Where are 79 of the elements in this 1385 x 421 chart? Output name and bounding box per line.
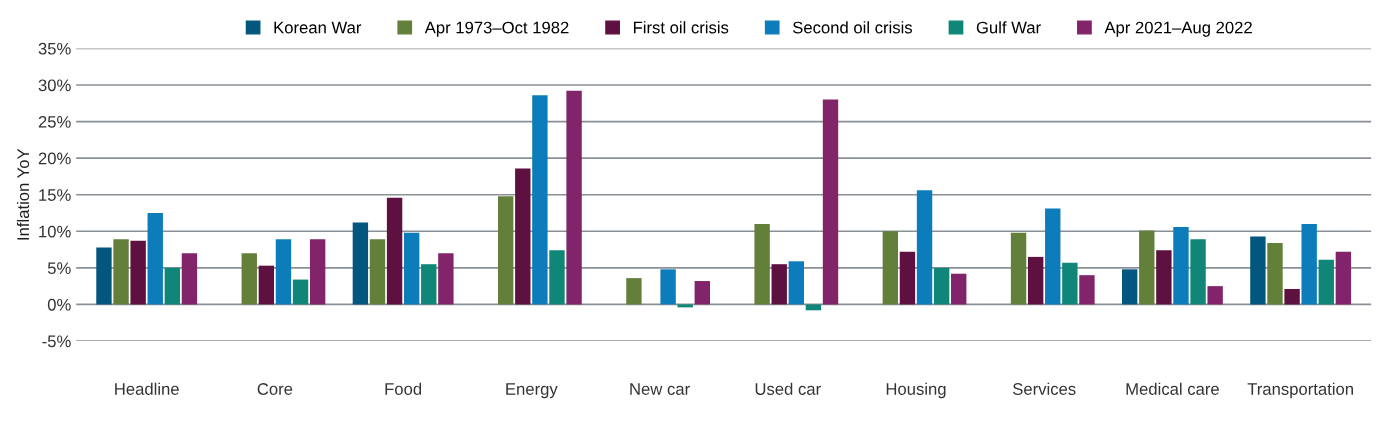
bar <box>1173 226 1189 305</box>
bar <box>626 278 642 305</box>
bar <box>147 213 163 305</box>
y-tick-label: 35% <box>38 42 71 55</box>
bar <box>677 304 693 308</box>
bar <box>1301 223 1317 305</box>
y-axis-title: Inflation YoY <box>16 148 30 240</box>
bar <box>369 239 386 305</box>
y-tick-label: 20% <box>38 152 71 165</box>
bar <box>292 279 309 305</box>
bar <box>788 261 805 305</box>
y-tick-label: 5% <box>47 262 71 275</box>
bar <box>951 273 967 305</box>
bar <box>113 239 129 305</box>
x-tick-label: Core <box>257 383 293 395</box>
x-tick-label: Transportation <box>1247 382 1353 399</box>
bar <box>386 197 403 305</box>
bar <box>1284 289 1300 305</box>
bar <box>1267 242 1283 305</box>
y-tick-label: 0% <box>47 298 71 311</box>
bar <box>498 196 514 305</box>
bar <box>1079 275 1095 305</box>
bar <box>1335 251 1352 305</box>
bar <box>309 239 326 305</box>
y-tick-label: 10% <box>39 225 71 238</box>
x-tick-label: Used car <box>755 382 821 395</box>
bar <box>1062 262 1078 305</box>
legend-label: Apr 1973–Oct 1982 <box>424 21 569 37</box>
bar <box>241 253 257 305</box>
bar <box>352 222 369 305</box>
legend-label: Korean War <box>274 21 362 34</box>
bar <box>1045 208 1061 305</box>
x-tick-label: Food <box>385 382 422 395</box>
bar <box>771 264 787 305</box>
legend-label: First oil crisis <box>633 21 729 34</box>
bar <box>694 281 710 305</box>
bar <box>916 190 933 305</box>
bar <box>130 240 146 305</box>
bar <box>532 95 548 305</box>
y-tick-label: 15% <box>39 189 71 201</box>
legend-label: Apr 2021–Aug 2022 <box>1104 21 1252 37</box>
bar <box>258 265 275 305</box>
bar <box>822 99 839 305</box>
bar <box>933 267 950 305</box>
bar <box>566 90 582 305</box>
bar <box>403 232 420 305</box>
bar <box>275 239 292 305</box>
x-tick-label: Headline <box>115 382 179 395</box>
bar <box>164 267 181 305</box>
bar <box>754 223 770 305</box>
bar <box>1027 256 1044 305</box>
bar <box>515 168 531 305</box>
bar <box>421 264 437 305</box>
bar <box>1139 230 1155 305</box>
bar <box>438 253 454 305</box>
bar <box>660 269 676 305</box>
bar <box>1207 286 1223 305</box>
bar <box>96 247 112 305</box>
x-tick-label: Housing <box>886 382 946 399</box>
x-tick-label: Energy <box>506 383 558 399</box>
legend-label: Gulf War <box>976 21 1041 34</box>
bar <box>805 304 822 311</box>
legend-label: Second oil crisis <box>792 21 913 34</box>
bar <box>1121 269 1138 305</box>
x-tick-label: Medical care <box>1126 382 1219 395</box>
y-tick-label: 30% <box>38 79 71 92</box>
bar <box>899 251 916 305</box>
bar <box>181 253 198 305</box>
bar <box>1318 259 1334 305</box>
x-tick-label: Services <box>1013 382 1076 395</box>
bar <box>1190 239 1206 305</box>
bar <box>549 250 565 305</box>
bar <box>1250 236 1266 305</box>
y-tick-label: -5% <box>42 335 71 348</box>
bar <box>882 231 899 305</box>
bar <box>1010 232 1027 305</box>
bar <box>1156 250 1172 305</box>
x-tick-label: New car <box>630 383 690 395</box>
y-tick-label: 25% <box>38 115 71 128</box>
